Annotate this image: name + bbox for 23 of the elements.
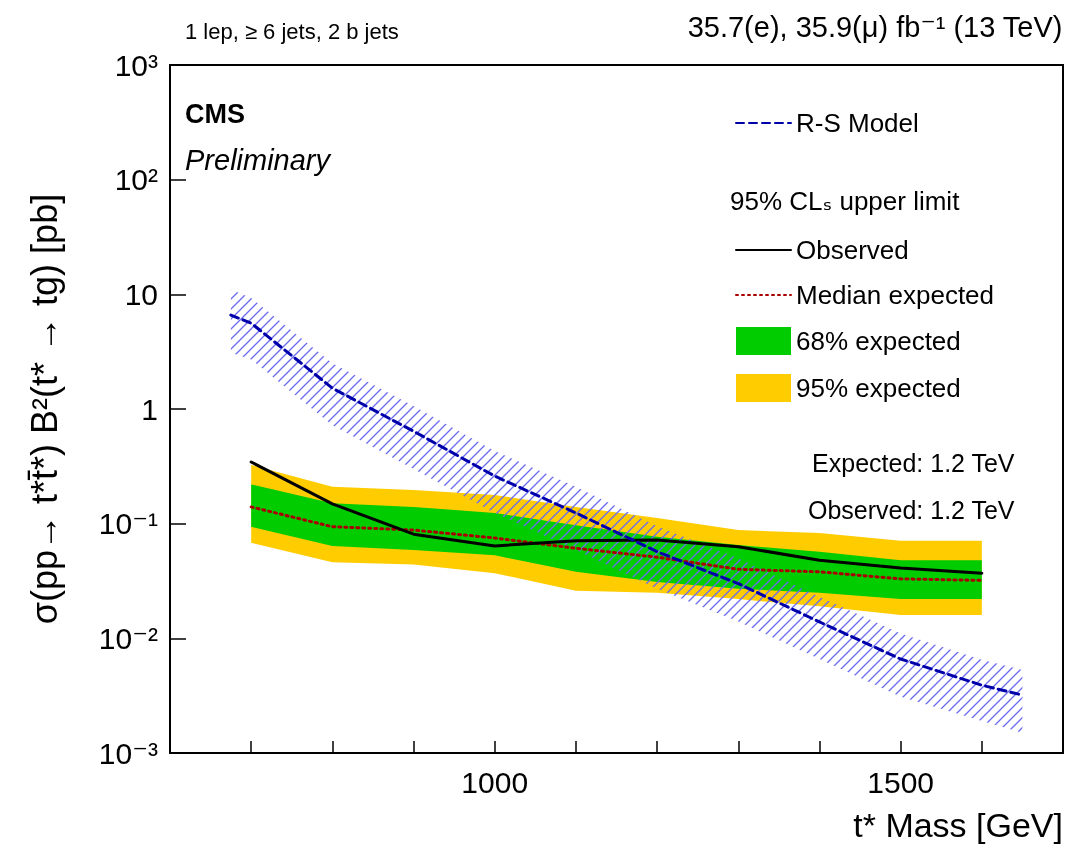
- legend-label: 95% expected: [796, 373, 961, 403]
- annotation: Observed: 1.2 TeV: [807, 495, 1015, 524]
- chart-subtitle: 1 lep, ≥ 6 jets, 2 b jets: [185, 18, 399, 44]
- y-tick-label: 10²: [114, 163, 159, 197]
- y-tick-label: 10⁻³: [98, 736, 158, 770]
- chart-title: 35.7(e), 35.9(μ) fb⁻¹ (13 TeV): [687, 10, 1063, 43]
- legend-label: Median expected: [796, 280, 995, 310]
- y-tick-label: 10⁻²: [98, 621, 158, 655]
- y-tick-label: 10³: [114, 48, 159, 82]
- y-tick-label: 1: [141, 392, 158, 426]
- legend-label: 68% expected: [796, 326, 961, 356]
- legend-title: 95% CLₛ upper limit: [730, 186, 961, 216]
- annotation: Preliminary: [185, 143, 332, 176]
- annotation: CMS: [185, 98, 245, 129]
- x-axis-title: t* Mass [GeV]: [853, 806, 1063, 844]
- y-tick-label: 10⁻¹: [98, 507, 158, 541]
- legend-label: R-S Model: [796, 108, 919, 138]
- annotation: Expected: 1.2 TeV: [812, 448, 1015, 477]
- legend-label: Observed: [796, 235, 909, 265]
- x-tick-label: 1000: [461, 765, 529, 799]
- x-tick-label: 1500: [867, 765, 935, 799]
- y-tick-label: 10: [124, 277, 158, 311]
- y-axis-title: σ(pp→ t*t̄*) B²(t* → tg) [pb]: [23, 193, 65, 625]
